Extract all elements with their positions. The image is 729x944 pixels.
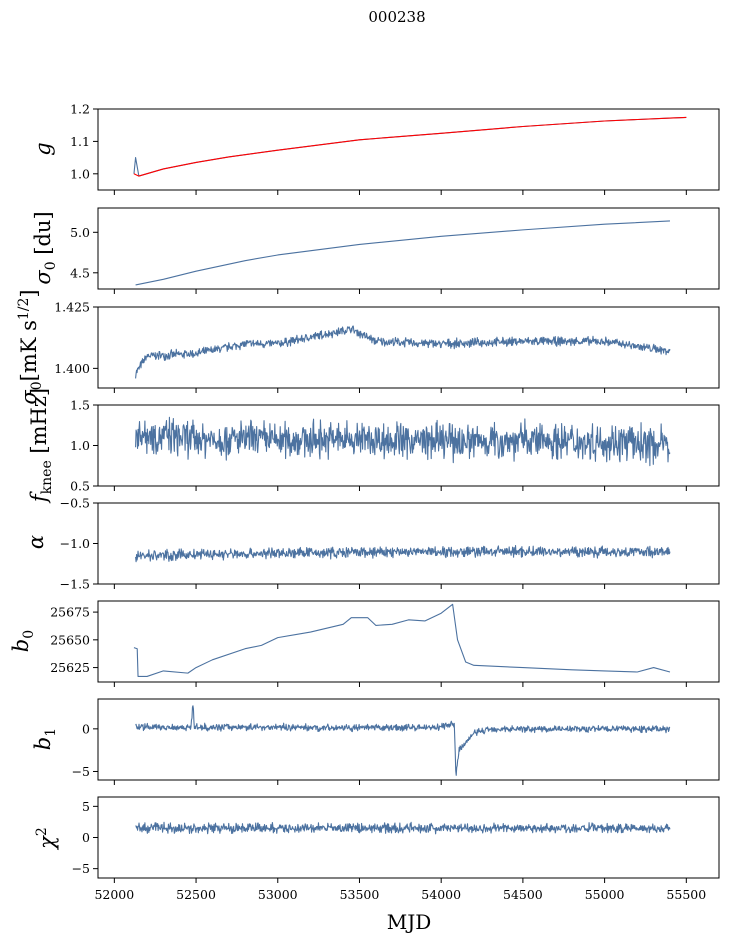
ylabel-b1: b1 xyxy=(31,728,59,750)
ylabel-g: g xyxy=(31,142,55,155)
axes-frame-chi2 xyxy=(97,796,720,879)
series-line-g-g xyxy=(133,116,687,177)
panel-b0: 25625 25650 25675 xyxy=(50,600,720,687)
series-line-g-fit xyxy=(133,116,687,177)
ytick-label-b1-1: 0 xyxy=(82,721,90,736)
ytick-label-chi2-0: −5 xyxy=(72,861,90,876)
ytick-label-b0-1: 25650 xyxy=(50,632,90,647)
figure-title: 000238 xyxy=(368,8,425,26)
ylabel-fknee: fknee [mHz] xyxy=(27,388,55,504)
x-axis-label: MJD xyxy=(387,910,432,934)
axes-frame-b0 xyxy=(97,600,720,683)
ytick-label-chi2-1: 0 xyxy=(82,830,90,845)
ytick-label-g-0: 1.0 xyxy=(70,166,90,181)
ytick-label-g-2: 1.2 xyxy=(70,102,90,117)
ylabel-b0: b0 xyxy=(9,630,37,652)
ytick-label-fknee-1: 1.0 xyxy=(70,438,90,453)
series-line-sigma0_du-sigma0_du xyxy=(135,220,670,286)
axes-frame-alpha xyxy=(97,502,720,585)
ytick-label-b0-0: 25625 xyxy=(50,660,90,675)
ylabel-sigma0-mK: σ0[mK s1/2] xyxy=(16,289,45,404)
xtick-label-4: 54000 xyxy=(421,887,461,902)
axes-frame-b1 xyxy=(97,698,720,781)
series-line-b1-b1 xyxy=(135,705,671,776)
ytick-label-sigma0_du-0: 4.5 xyxy=(70,265,90,280)
xtick-label-2: 53000 xyxy=(258,887,298,902)
xtick-label-3: 53500 xyxy=(340,887,380,902)
ytick-label-g-1: 1.1 xyxy=(70,134,90,149)
ytick-label-sigma0_mK-1: 1.425 xyxy=(54,300,90,315)
panel-sigma0_mK: 1.400 1.425 xyxy=(54,300,720,393)
series-line-b0-b0 xyxy=(133,603,671,677)
ytick-label-chi2-2: 5 xyxy=(82,799,90,814)
panel-alpha: −1.5 −1.0 −0.5 xyxy=(60,496,720,592)
ytick-label-alpha-2: −0.5 xyxy=(60,496,90,511)
axes-frame-sigma0_mK xyxy=(97,306,720,389)
panel-b1: −5 0 xyxy=(72,698,720,785)
ylabel-alpha: α xyxy=(24,535,48,549)
axes-frame-sigma0_du xyxy=(97,207,720,290)
ytick-label-fknee-2: 1.5 xyxy=(70,398,90,413)
xtick-label-0: 52000 xyxy=(94,887,134,902)
panels: 1.01.11.24.55.01.4001.4250.51.01.5−1.5−1… xyxy=(50,102,720,883)
xtick-label-5: 54500 xyxy=(503,887,543,902)
ytick-label-b1-0: −5 xyxy=(72,764,90,779)
axes-frame-g xyxy=(97,108,720,191)
panel-g: 1.0 1.1 1.2 xyxy=(70,102,720,195)
ylabel-sigma0-du: σ0 [du] xyxy=(31,211,59,284)
series-line-alpha-alpha xyxy=(135,544,671,563)
series-line-chi2-chi2 xyxy=(135,821,671,835)
x-axis-tick-labels: 52000 52500 53000 53500 54000 54500 55000 55500 xyxy=(94,887,706,902)
ytick-label-alpha-1: −1.0 xyxy=(60,536,90,551)
ylabel-chi2: χ2 xyxy=(34,827,59,851)
xtick-label-7: 55500 xyxy=(666,887,706,902)
series-line-fknee-fknee xyxy=(135,416,671,467)
xtick-label-1: 52500 xyxy=(176,887,216,902)
series-line-sigma0_mK-sigma0_mK xyxy=(135,325,671,379)
ytick-label-fknee-0: 0.5 xyxy=(70,479,90,494)
panel-fknee: 0.5 1.0 1.5 xyxy=(70,398,720,494)
ytick-label-sigma0_du-1: 5.0 xyxy=(70,225,90,240)
ytick-label-b0-2: 25675 xyxy=(50,605,90,620)
panel-sigma0_du: 4.5 5.0 xyxy=(70,207,720,294)
ytick-label-alpha-0: −1.5 xyxy=(60,577,90,592)
xtick-label-6: 55000 xyxy=(585,887,625,902)
panel-chi2: −5 0 5 xyxy=(72,796,720,883)
ytick-label-sigma0_mK-0: 1.400 xyxy=(54,361,90,376)
